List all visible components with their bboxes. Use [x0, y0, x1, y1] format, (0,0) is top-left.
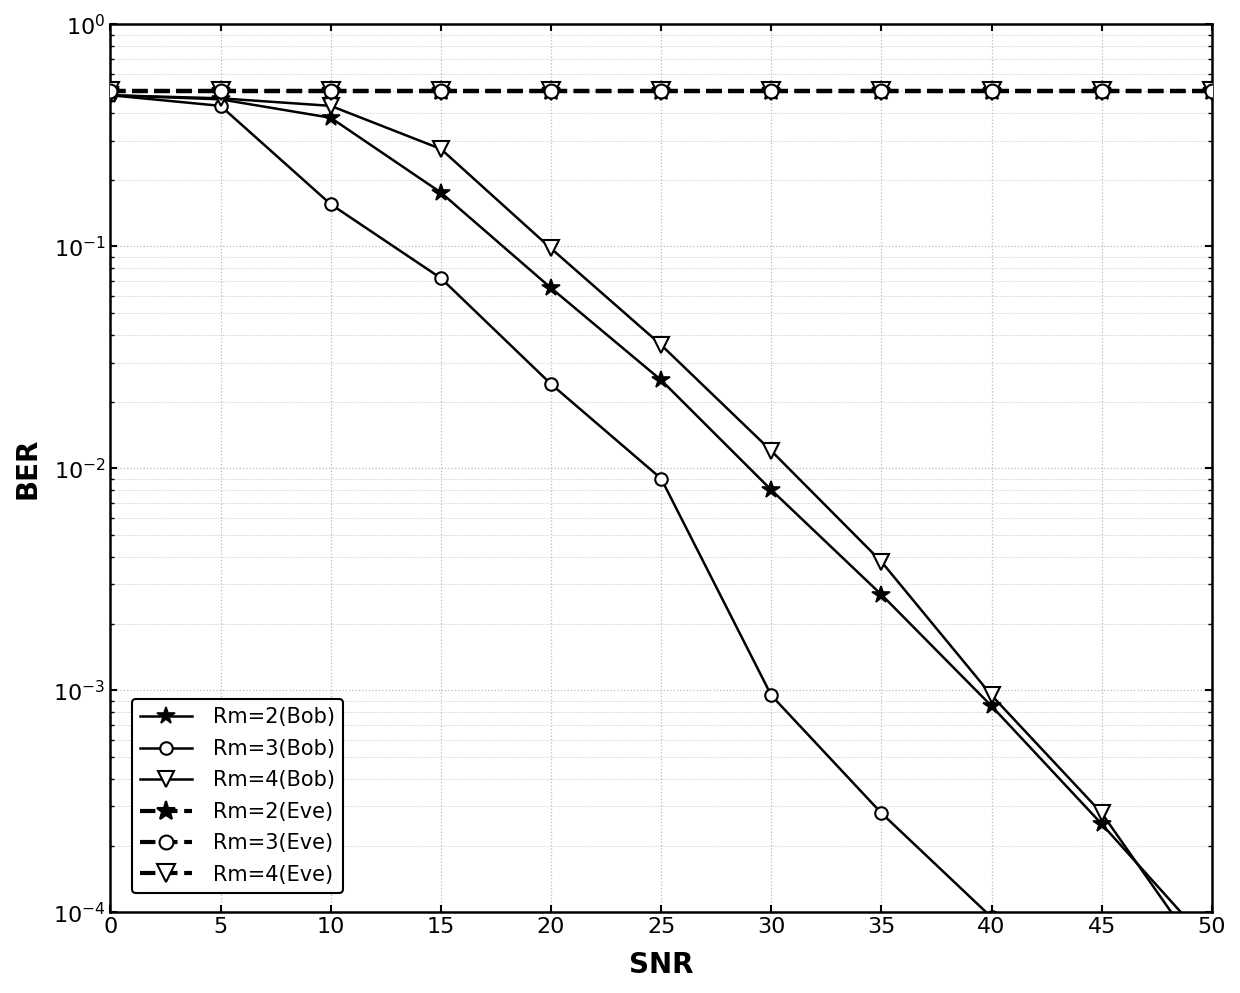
Rm=3(Bob) [434, 272, 449, 284]
Line: Rm=2(Eve): Rm=2(Eve) [100, 81, 1221, 101]
Rm=2(Eve) [434, 85, 449, 97]
Rm=2(Eve) [653, 85, 668, 97]
Rm=4(Bob) [1204, 964, 1219, 976]
Rm=2(Eve) [1204, 85, 1219, 97]
Rm=2(Bob) [543, 282, 558, 294]
Rm=3(Eve) [103, 85, 118, 97]
Rm=2(Eve) [324, 85, 339, 97]
Rm=4(Eve) [324, 85, 339, 97]
X-axis label: SNR: SNR [629, 951, 693, 979]
Rm=3(Eve) [985, 85, 999, 97]
Rm=2(Eve) [213, 85, 228, 97]
Rm=4(Bob) [985, 689, 999, 701]
Rm=4(Eve) [434, 85, 449, 97]
Line: Rm=3(Eve): Rm=3(Eve) [103, 84, 1219, 98]
Rm=4(Eve) [1204, 85, 1219, 97]
Rm=2(Bob) [213, 93, 228, 105]
Rm=4(Bob) [874, 556, 889, 568]
Rm=4(Eve) [543, 85, 558, 97]
Rm=2(Bob) [874, 589, 889, 601]
Rm=2(Bob) [764, 484, 779, 496]
Rm=3(Eve) [1204, 85, 1219, 97]
Rm=4(Bob) [213, 92, 228, 104]
Rm=3(Bob) [324, 199, 339, 211]
Rm=2(Eve) [764, 85, 779, 97]
Rm=2(Bob) [324, 112, 339, 124]
Rm=2(Eve) [543, 85, 558, 97]
Rm=2(Eve) [985, 85, 999, 97]
Y-axis label: BER: BER [14, 438, 42, 499]
Line: Rm=4(Eve): Rm=4(Eve) [102, 82, 1221, 100]
Rm=2(Eve) [103, 85, 118, 97]
Rm=4(Bob) [324, 100, 339, 112]
Rm=2(Eve) [874, 85, 889, 97]
Rm=4(Eve) [103, 85, 118, 97]
Rm=2(Bob) [434, 187, 449, 199]
Rm=2(Bob) [103, 89, 118, 101]
Rm=4(Eve) [213, 85, 228, 97]
Rm=4(Eve) [874, 85, 889, 97]
Rm=2(Bob) [1094, 818, 1109, 830]
Rm=4(Eve) [1094, 85, 1109, 97]
Legend: Rm=2(Bob), Rm=3(Bob), Rm=4(Bob), Rm=2(Eve), Rm=3(Eve), Rm=4(Eve): Rm=2(Bob), Rm=3(Bob), Rm=4(Bob), Rm=2(Ev… [131, 699, 343, 893]
Rm=2(Bob) [1204, 940, 1219, 952]
Rm=4(Bob) [543, 242, 558, 254]
Rm=3(Eve) [543, 85, 558, 97]
Rm=3(Eve) [653, 85, 668, 97]
Rm=3(Eve) [213, 85, 228, 97]
Rm=4(Eve) [653, 85, 668, 97]
Line: Rm=2(Bob): Rm=2(Bob) [102, 86, 1221, 956]
Rm=3(Bob) [764, 689, 779, 701]
Rm=4(Eve) [764, 85, 779, 97]
Rm=4(Bob) [103, 89, 118, 101]
Rm=3(Bob) [653, 473, 668, 485]
Rm=3(Eve) [874, 85, 889, 97]
Rm=3(Eve) [434, 85, 449, 97]
Rm=3(Bob) [103, 89, 118, 101]
Rm=2(Eve) [1094, 85, 1109, 97]
Rm=4(Bob) [764, 445, 779, 457]
Rm=3(Eve) [1094, 85, 1109, 97]
Line: Rm=4(Bob): Rm=4(Bob) [103, 87, 1219, 978]
Rm=2(Bob) [985, 700, 999, 712]
Rm=4(Bob) [653, 339, 668, 351]
Rm=2(Bob) [653, 374, 668, 386]
Rm=3(Bob) [874, 807, 889, 819]
Rm=3(Bob) [985, 912, 999, 923]
Rm=3(Eve) [324, 85, 339, 97]
Rm=3(Eve) [764, 85, 779, 97]
Rm=4(Bob) [1094, 807, 1109, 819]
Rm=3(Bob) [213, 100, 228, 112]
Rm=4(Eve) [985, 85, 999, 97]
Rm=3(Bob) [543, 378, 558, 390]
Line: Rm=3(Bob): Rm=3(Bob) [104, 89, 1218, 993]
Rm=4(Bob) [434, 143, 449, 155]
